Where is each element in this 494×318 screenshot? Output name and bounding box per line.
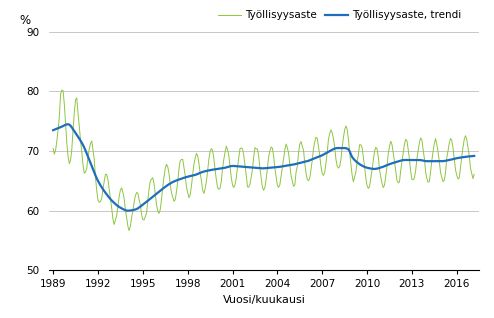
Line: Työllisyysaste, trendi: Työllisyysaste, trendi [53, 124, 474, 211]
Työllisyysaste, trendi [461, 155, 467, 159]
Työllisyysaste, trendi [134, 207, 140, 211]
Työllisyysaste [340, 136, 346, 140]
Työllisyysaste, trendi [74, 133, 80, 137]
Työllisyysaste [461, 138, 467, 142]
Työllisyysaste [144, 211, 150, 215]
Työllisyysaste, trendi [65, 122, 71, 126]
Työllisyysaste [74, 96, 80, 100]
Työllisyysaste [471, 172, 477, 176]
Työllisyysaste, trendi [125, 209, 131, 212]
Line: Työllisyysaste: Työllisyysaste [53, 90, 474, 231]
X-axis label: Vuosi/kuukausi: Vuosi/kuukausi [223, 295, 306, 305]
Työllisyysaste, trendi [50, 128, 56, 132]
Työllisyysaste [126, 229, 132, 232]
Työllisyysaste, trendi [144, 200, 150, 204]
Text: %: % [19, 14, 31, 27]
Työllisyysaste, trendi [340, 146, 346, 150]
Työllisyysaste, trendi [373, 167, 379, 171]
Työllisyysaste [134, 190, 140, 194]
Legend: Työllisyysaste, Työllisyysaste, trendi: Työllisyysaste, Työllisyysaste, trendi [213, 6, 465, 24]
Työllisyysaste [50, 147, 56, 150]
Työllisyysaste, trendi [471, 154, 477, 158]
Työllisyysaste [373, 145, 379, 149]
Työllisyysaste [59, 88, 65, 92]
